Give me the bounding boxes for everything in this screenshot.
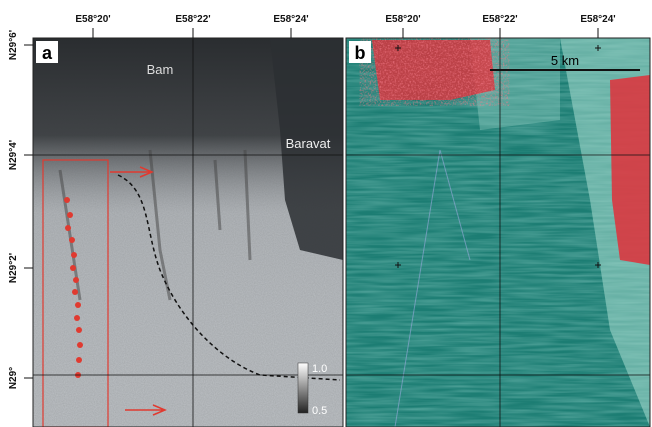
panel-a-image [33,38,343,427]
place-label: Baravat [286,136,331,151]
panel-label: b [355,43,366,63]
y-label: N29°6' [8,30,19,60]
place-label: Bam [147,62,174,77]
scale-bar-label: 5 km [551,53,579,68]
x-label: E58°20' [385,14,420,25]
x-label: E58°22' [482,14,517,25]
colorbar-min: 0.5 [312,405,327,417]
x-label: E58°20' [75,14,110,25]
y-label: N29°2' [8,253,19,283]
x-label: E58°24' [273,14,308,25]
x-label: E58°24' [580,14,615,25]
panel-label: a [42,43,53,63]
colorbar-max: 1.0 [312,363,327,375]
y-label: N29°4' [8,140,19,170]
x-label: E58°22' [175,14,210,25]
colorbar [298,363,308,413]
panel-b-image [346,38,650,427]
figure: a Bam Baravat 1.0 0.5 b 5 km E58°20' E58°… [0,0,652,427]
y-label: N29° [8,367,19,389]
